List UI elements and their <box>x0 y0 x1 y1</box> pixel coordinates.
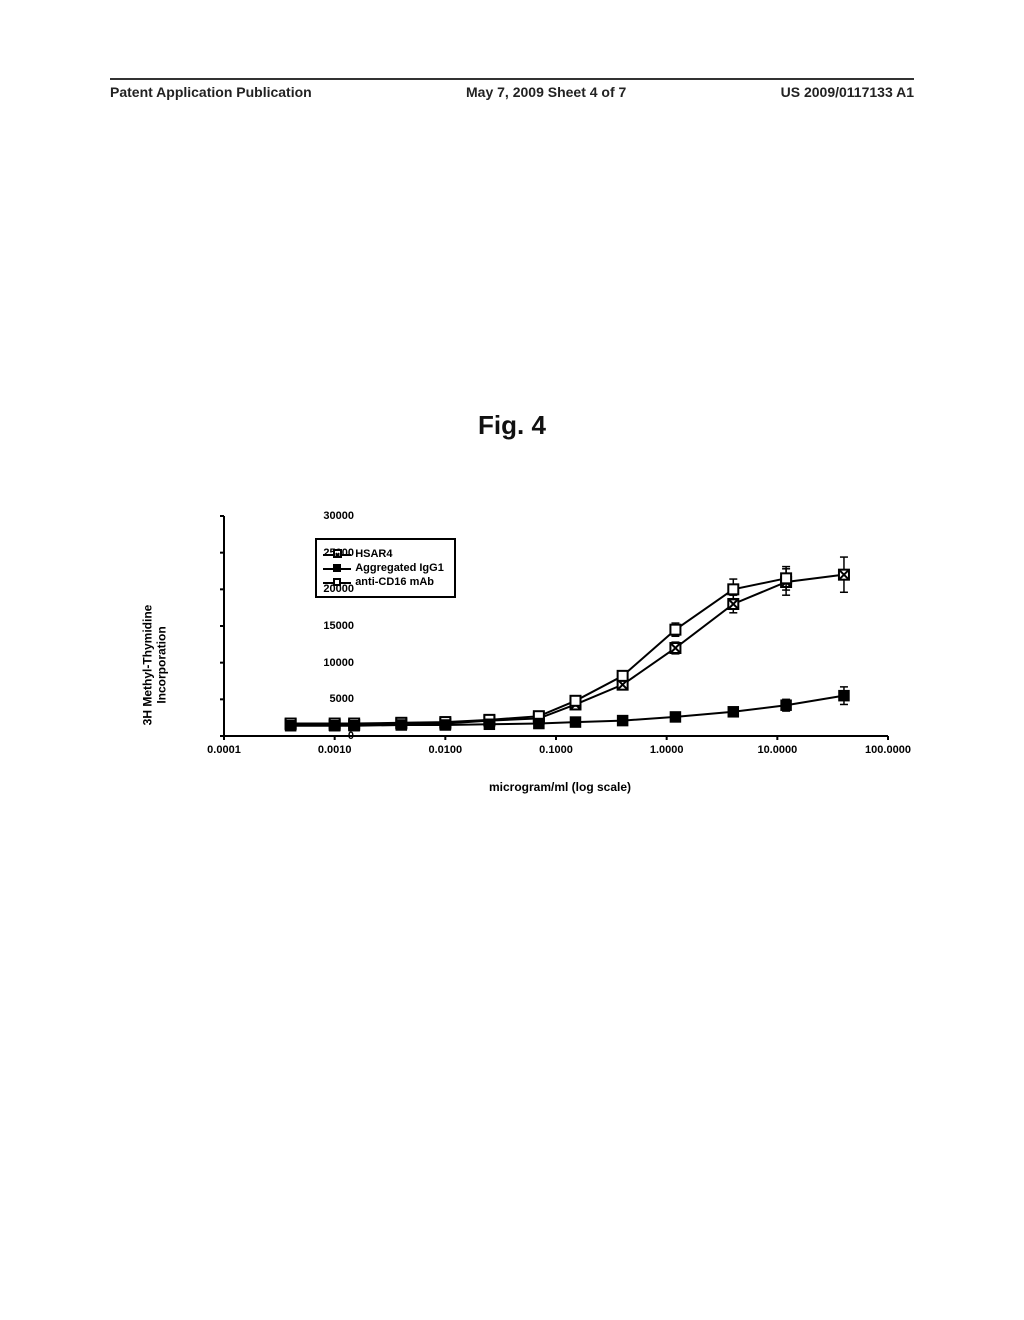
x-tick-label: 10.0000 <box>757 744 797 756</box>
header-center: May 7, 2009 Sheet 4 of 7 <box>466 84 626 100</box>
y-tick-label: 10000 <box>323 657 354 669</box>
y-axis-label-line1: 3H Methyl-Thymidine <box>140 605 154 726</box>
legend-item: Aggregated IgG1 <box>323 562 444 574</box>
x-tick-label: 0.0010 <box>318 744 352 756</box>
x-axis-label: microgram/ml (log scale) <box>220 780 900 794</box>
y-tick-label: 30000 <box>323 510 354 522</box>
y-tick-label: 15000 <box>323 620 354 632</box>
x-tick-label: 100.0000 <box>865 744 911 756</box>
x-tick-label: 0.0001 <box>207 744 241 756</box>
header-rule <box>110 78 914 80</box>
y-tick-label: 5000 <box>330 693 354 705</box>
y-tick-label: 0 <box>348 730 354 742</box>
legend-label: HSAR4 <box>355 548 392 560</box>
plot-area: HSAR4 Aggregated IgG1 anti-CD16 mAb <box>220 510 900 740</box>
legend-marker-icon <box>323 562 351 574</box>
x-tick-label: 0.0100 <box>429 744 463 756</box>
legend-label: anti-CD16 mAb <box>355 576 434 588</box>
legend-label: Aggregated IgG1 <box>355 562 444 574</box>
header-left: Patent Application Publication <box>110 84 312 100</box>
y-axis-label: 3H Methyl-Thymidine Incorporation <box>140 605 168 726</box>
x-tick-label: 1.0000 <box>650 744 684 756</box>
chart-container: 3H Methyl-Thymidine Incorporation HSAR4 A… <box>100 500 920 830</box>
figure-title: Fig. 4 <box>0 410 1024 441</box>
header-right: US 2009/0117133 A1 <box>781 84 914 100</box>
x-tick-label: 0.1000 <box>539 744 573 756</box>
y-axis-label-line2: Incorporation <box>154 605 168 726</box>
legend-item: HSAR4 <box>323 548 444 560</box>
page-header: Patent Application Publication May 7, 20… <box>110 84 914 100</box>
